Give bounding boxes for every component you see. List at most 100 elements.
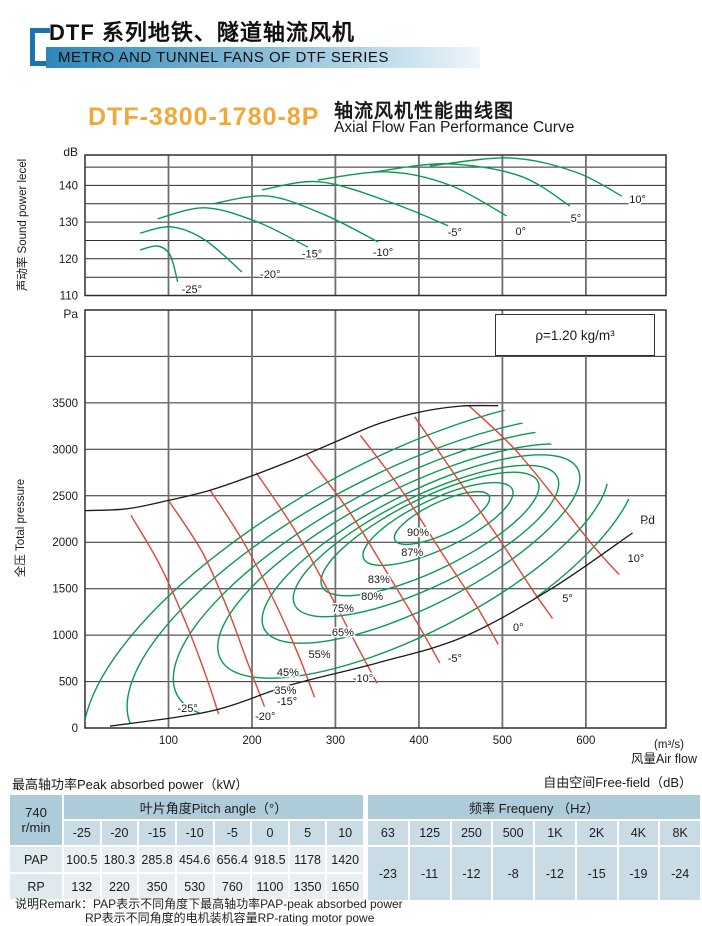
attenuation-value-cell: -12 xyxy=(451,847,492,900)
remark-line-1: 说明Remark：PAP表示不同角度下最高轴功率PAP-peak absorbe… xyxy=(15,897,403,911)
x-tick-label: 200 xyxy=(242,735,261,747)
sound-curve--5° xyxy=(261,180,449,227)
sound-curve-label: -20° xyxy=(260,269,280,281)
pitch-angle-cell: 5 xyxy=(289,821,326,845)
rp-value-cell: 132 xyxy=(64,874,100,899)
fan-model: DTF-3800-1780-8P xyxy=(88,103,320,131)
frequency-cell: 4K xyxy=(618,821,659,845)
y-tick-label: 0 xyxy=(72,723,78,735)
y-tick-label: 1000 xyxy=(52,630,78,642)
pitch-angle-cell: -5 xyxy=(214,821,251,845)
pitch-angle-label: 0° xyxy=(513,622,524,634)
efficiency-label: 65% xyxy=(332,627,354,639)
chart-title-cn: 轴流风机性能曲线图 xyxy=(334,101,515,122)
y-tick-label: 2500 xyxy=(52,491,78,503)
y-tick-label: 2000 xyxy=(52,537,78,549)
pap-value-cell: 454.6 xyxy=(176,847,213,872)
efficiency-contour-90% xyxy=(393,490,491,546)
pitch-angle-label: -20° xyxy=(255,711,275,723)
frequency-cell: 2K xyxy=(576,821,617,845)
rp-value-cell: 350 xyxy=(139,874,175,899)
dynamic-pressure-curve xyxy=(109,532,633,727)
frequency-header: 频率 Frequeny （Hz） xyxy=(368,795,700,819)
chart-title-en: Axial Flow Fan Performance Curve xyxy=(334,119,575,136)
power-table-title: 最高轴功率Peak absorbed power（kW） xyxy=(12,777,249,792)
pap-value-cell: 180.3 xyxy=(101,847,138,872)
efficiency-label: 90% xyxy=(407,527,429,539)
attenuation-value-cell: -24 xyxy=(660,847,700,900)
row-label-RP: RP xyxy=(10,874,62,899)
rp-value-cell: 1350 xyxy=(289,874,326,899)
pitch-angle-label: -25° xyxy=(178,703,198,715)
pressure-y-axis-title: 全压 Total pressure xyxy=(13,479,27,577)
remark: 说明Remark：PAP表示不同角度下最高轴功率PAP-peak absorbe… xyxy=(15,897,403,925)
sound-curve-label: 5° xyxy=(571,213,582,225)
frequency-cell: 500 xyxy=(493,821,533,845)
x-tick-label: 500 xyxy=(493,735,512,747)
air-density-box: ρ=1.20 kg/m³ xyxy=(495,314,655,356)
attenuation-value-cell: -12 xyxy=(535,847,575,900)
rp-value-cell: 220 xyxy=(101,874,138,899)
fan-speed-unit: r/min xyxy=(21,820,51,835)
pap-value-cell: 918.5 xyxy=(252,847,288,872)
efficiency-contour-75% xyxy=(261,454,581,644)
x-axis-title: 风量Air flow xyxy=(631,752,698,766)
free-field-caption: 自由空间Free-field（dB） xyxy=(543,775,692,790)
pitch-curve--5° xyxy=(305,453,441,664)
rp-value-cell: 1650 xyxy=(327,874,363,899)
y-axis-unit: Pa xyxy=(63,307,78,321)
page-title-cn: DTF 系列地铁、隧道轴流风机 xyxy=(49,20,355,45)
performance-charts: -25°-20°-15° -10°-5° 0°5°10°140130120110dB… xyxy=(13,145,698,766)
efficiency-label: 55% xyxy=(309,649,331,661)
pd-label: Pd xyxy=(640,513,655,527)
y-tick-label: 120 xyxy=(59,254,78,266)
sound-curve--25° xyxy=(139,245,179,283)
pitch-angle-cell: -15 xyxy=(139,821,175,845)
pitch-angle-label: -10° xyxy=(353,673,373,685)
efficiency-label: 45% xyxy=(277,667,299,679)
pitch-angle-cell: -10 xyxy=(176,821,213,845)
pitch-curve-10° xyxy=(468,405,620,576)
page-subtitle-bar: METRO AND TUNNEL FANS OF DTF SERIES xyxy=(46,47,480,68)
fan-speed-cell: 740 r/min xyxy=(10,795,62,845)
sound-curve-10° xyxy=(429,157,623,197)
sound-power-chart: -25° -20° -15° -10° -5° 0° 5° 10° 140 130 120 110 dB… xyxy=(15,145,667,303)
pitch-curve-5° xyxy=(414,416,554,619)
pitch-angle-label: -5° xyxy=(448,653,462,665)
pitch-angle-label: -15° xyxy=(277,696,297,708)
y-tick-label: 110 xyxy=(60,291,78,303)
pitch-curve-0° xyxy=(359,434,499,645)
envelope-curve xyxy=(84,404,499,512)
efficiency-label: 83% xyxy=(368,574,390,586)
air-density-value: ρ=1.20 kg/m³ xyxy=(535,327,615,343)
pitch-curve--10° xyxy=(255,472,378,684)
rp-value-cell: 530 xyxy=(176,874,213,899)
attenuation-value-cell: -23 xyxy=(368,847,408,900)
pap-value-cell: 285.8 xyxy=(139,847,175,872)
frequency-cell: 125 xyxy=(409,821,450,845)
attenuation-value-cell: -11 xyxy=(409,847,450,900)
sound-curve-label: -15° xyxy=(302,248,322,260)
x-tick-label: 400 xyxy=(409,735,428,747)
y-tick-label: 500 xyxy=(59,677,78,689)
sound-curve-label: 0° xyxy=(515,226,526,238)
pap-value-cell: 100.5 xyxy=(64,847,100,872)
pitch-angle-cell: 0 xyxy=(252,821,288,845)
sound-curve-label: -10° xyxy=(373,247,393,259)
pap-value-cell: 1178 xyxy=(289,847,326,872)
header-bracket-decoration xyxy=(30,28,50,66)
sound-curve-label: -25° xyxy=(182,284,202,296)
x-tick-label: 300 xyxy=(326,735,345,747)
sound-curve--15° xyxy=(157,207,309,248)
frequency-cell: 63 xyxy=(368,821,408,845)
pitch-curve--20° xyxy=(167,500,266,707)
pitch-angle-cell: 10 xyxy=(327,821,363,845)
pitch-angle-label: 5° xyxy=(562,593,573,605)
efficiency-label: 80% xyxy=(361,591,383,603)
fan-speed-value: 740 xyxy=(25,805,47,820)
sound-curve--10° xyxy=(212,195,379,243)
sound-curve-5° xyxy=(374,163,571,207)
efficiency-contours xyxy=(85,405,655,727)
pitch-angle-header: 叶片角度Pitch angle（°） xyxy=(64,795,363,819)
